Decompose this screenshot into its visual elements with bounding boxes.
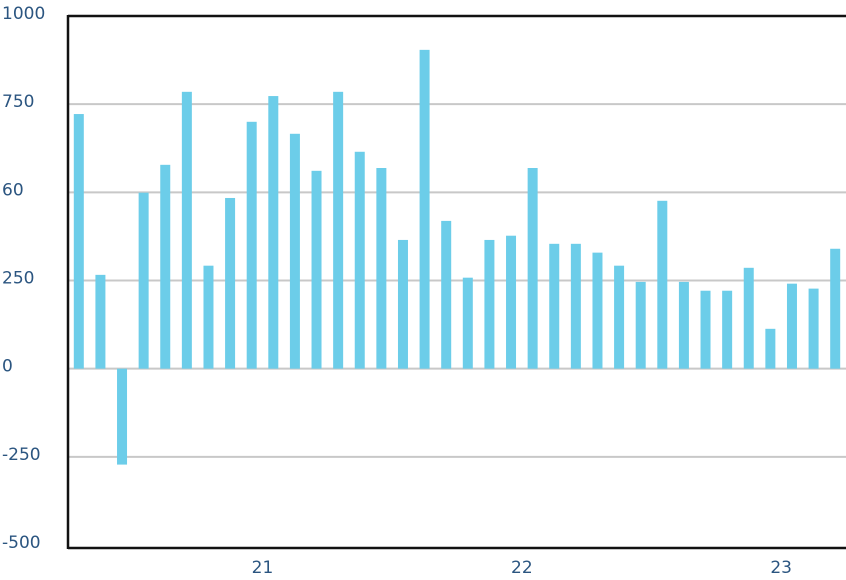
bar [117, 368, 128, 465]
bar [289, 133, 300, 369]
bar [225, 197, 236, 369]
y-tick-label: -250 [2, 445, 41, 465]
bar [614, 265, 625, 369]
bar [635, 281, 646, 369]
bar [268, 96, 279, 369]
x-tick-label: 22 [511, 558, 533, 578]
bar [743, 267, 754, 369]
bar [830, 248, 841, 369]
bar [95, 274, 106, 369]
bar [354, 151, 365, 369]
bar [678, 281, 689, 369]
bar [506, 235, 517, 369]
bar [657, 200, 668, 369]
y-tick-label: -500 [2, 533, 41, 553]
y-tick-label: 0 [2, 357, 13, 377]
bar [570, 243, 581, 369]
bar [700, 290, 711, 369]
bar [808, 288, 819, 369]
bar [484, 239, 495, 369]
bar [419, 49, 430, 369]
bar [246, 121, 257, 369]
bar [765, 328, 776, 369]
bar [138, 192, 149, 369]
bar [376, 167, 387, 369]
bar [441, 220, 452, 369]
bar [462, 277, 473, 369]
y-tick-label: 1000 [2, 4, 45, 24]
y-tick-label: 250 [2, 269, 34, 289]
bar [527, 167, 538, 369]
bar [203, 265, 214, 369]
bar [592, 252, 603, 369]
bar [181, 91, 192, 369]
y-tick-label: 750 [2, 92, 34, 112]
bar [333, 91, 344, 369]
bar [73, 114, 84, 369]
bar [786, 283, 797, 369]
bar [397, 239, 408, 369]
x-tick-label: 23 [770, 558, 792, 578]
bar [311, 170, 322, 369]
bar [549, 243, 560, 369]
bar [722, 290, 733, 369]
x-tick-label: 21 [252, 558, 274, 578]
bar [160, 164, 171, 369]
y-tick-label: 60 [2, 180, 24, 200]
